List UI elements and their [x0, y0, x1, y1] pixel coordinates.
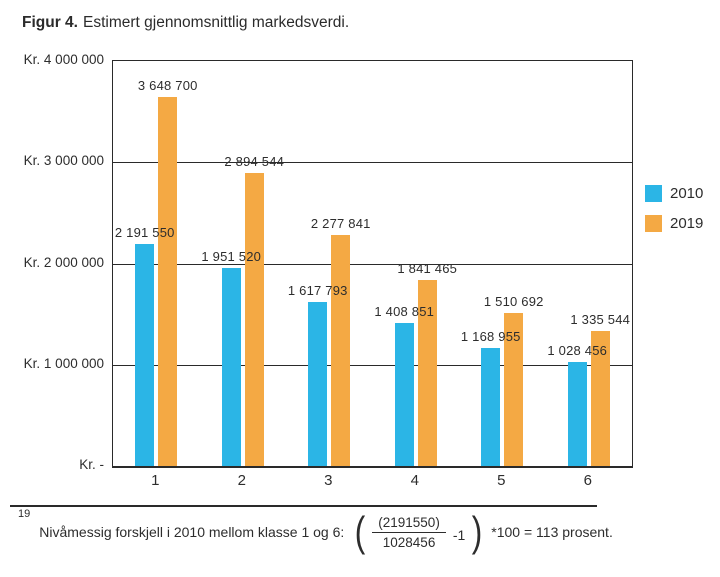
x-axis-tick-label: 6 — [583, 472, 592, 489]
legend-label: 2019 — [670, 215, 704, 232]
bar-2010-class5 — [481, 347, 501, 466]
bar-value-label: 3 648 700 — [137, 77, 198, 93]
formula-result: *100 = 113 prosent. — [491, 524, 613, 540]
legend-swatch-icon — [645, 215, 662, 232]
bar-chart-plot-area: 2 191 550 3 648 700 1 951 520 2 894 544 1 61… — [112, 60, 633, 468]
bar-2019-class3 — [331, 235, 351, 466]
bar-value-label: 1 168 955 — [460, 328, 521, 344]
formula-numerator: (2191550) — [372, 515, 446, 533]
formula-open-paren: ( — [355, 508, 366, 556]
bar-value-label: 2 191 550 — [114, 225, 175, 241]
bar-2019-class1 — [158, 96, 178, 466]
bar-2010-class2 — [221, 268, 241, 466]
formula-minus-one: -1 — [452, 527, 466, 543]
footnote-divider — [10, 505, 597, 507]
bar-2010-class4 — [394, 323, 414, 466]
bar-value-label: 1 408 851 — [374, 304, 435, 320]
bar-value-label: 2 894 544 — [224, 153, 285, 169]
legend-swatch-icon — [645, 185, 662, 202]
gridline — [113, 263, 632, 265]
formula-fraction: (2191550) 1028456 — [372, 515, 446, 550]
y-axis-tick-label: Kr. 4 000 000 — [23, 52, 104, 67]
x-axis-tick-label: 4 — [410, 472, 419, 489]
legend-item-2010: 2010 — [645, 185, 703, 202]
bar-value-label: 1 617 793 — [287, 283, 348, 299]
bar-2019-class2 — [244, 172, 264, 466]
footnote-marker: 19 — [18, 508, 31, 520]
footnote: 19 Nivåmessig forskjell i 2010 mellom kl… — [18, 506, 613, 558]
gridline — [113, 364, 632, 366]
bar-2010-class6 — [567, 361, 587, 466]
figure-title-text: Estimert gjennomsnittlig markedsverdi. — [82, 14, 350, 31]
formula-denominator: 1028456 — [382, 534, 436, 550]
bar-value-label: 1 510 692 — [483, 294, 544, 310]
bar-2019-class6 — [590, 330, 610, 466]
legend-label: 2010 — [670, 185, 704, 202]
bar-value-label: 1 951 520 — [201, 249, 262, 265]
y-axis-tick-label: Kr. 3 000 000 — [23, 153, 104, 169]
gridline — [113, 162, 632, 164]
formula-close-paren: ) — [472, 508, 483, 556]
x-axis-tick-label: 2 — [237, 472, 246, 489]
bar-2010-class3 — [308, 302, 328, 466]
bar-value-label: 2 277 841 — [310, 216, 371, 232]
bar-value-label: 1 841 465 — [397, 260, 458, 276]
y-axis-tick-label: Kr. - — [79, 457, 104, 472]
legend-item-2019: 2019 — [645, 215, 703, 232]
bar-value-label: 1 335 544 — [570, 311, 631, 327]
x-axis-tick-label: 3 — [324, 472, 333, 489]
bar-2019-class4 — [417, 279, 437, 466]
figure-title-prefix: Figur 4. — [22, 14, 78, 31]
chart-legend: 2010 2019 — [645, 185, 703, 245]
y-axis-tick-label: Kr. 1 000 000 — [23, 355, 104, 371]
x-axis-tick-label: 5 — [497, 472, 506, 489]
figure-title: Figur 4. Estimert gjennomsnittlig markeds… — [22, 14, 349, 32]
x-axis-tick-label: 1 — [151, 472, 160, 489]
bar-value-label: 1 028 456 — [547, 342, 608, 358]
footnote-text: Nivåmessig forskjell i 2010 mellom klass… — [39, 524, 345, 540]
bar-2010-class1 — [135, 244, 155, 466]
bar-2019-class5 — [504, 313, 524, 466]
y-axis-tick-label: Kr. 2 000 000 — [23, 254, 104, 270]
